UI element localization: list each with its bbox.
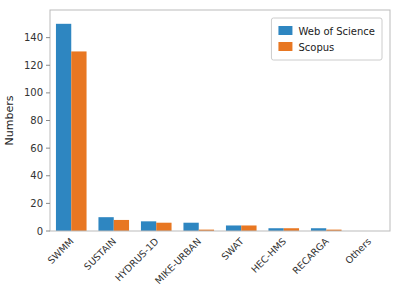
y-tick: [46, 175, 50, 176]
x-tick-label: Others: [343, 236, 373, 266]
y-tick: [46, 37, 50, 38]
bar: [98, 217, 113, 231]
y-tick: [46, 231, 50, 232]
bar: [71, 51, 86, 231]
y-tick-label: 60: [30, 143, 43, 154]
bar: [226, 225, 241, 231]
y-tick: [46, 65, 50, 66]
chart-svg: 020406080100120140NumbersSWMMSUSTAINHYDR…: [0, 0, 400, 295]
x-tick-label: SWAT: [219, 235, 246, 262]
y-tick-label: 100: [24, 87, 43, 98]
plot-frame: [50, 10, 390, 231]
chart-container: 020406080100120140NumbersSWMMSUSTAINHYDR…: [0, 0, 400, 295]
x-tick-label: SUSTAIN: [82, 236, 118, 272]
y-tick-label: 40: [30, 170, 43, 181]
x-tick-label: MIKE-URBAN: [153, 236, 203, 286]
bar: [114, 220, 129, 231]
y-tick-label: 120: [24, 60, 43, 71]
legend-box: [271, 18, 382, 60]
legend-swatch: [278, 42, 292, 51]
bar: [183, 223, 198, 231]
legend: Web of Science Scopus: [271, 18, 382, 60]
y-tick-label: 140: [24, 32, 43, 43]
bar: [141, 221, 156, 231]
bar: [156, 223, 171, 231]
legend-label: Scopus: [298, 42, 334, 53]
x-tick-label: RECARGA: [290, 235, 331, 276]
x-tick-label: SWMM: [45, 236, 75, 266]
y-tick-label: 80: [30, 115, 43, 126]
bar: [241, 225, 256, 231]
y-tick: [46, 120, 50, 121]
bar: [56, 24, 71, 231]
legend-swatch: [278, 26, 292, 35]
y-axis-label: Numbers: [3, 95, 16, 145]
y-tick: [46, 148, 50, 149]
legend-label: Web of Science: [298, 26, 375, 37]
x-tick-label: HEC-HMS: [249, 236, 288, 275]
y-tick: [46, 203, 50, 204]
y-tick-label: 20: [30, 198, 43, 209]
y-tick: [46, 92, 50, 93]
y-tick-label: 0: [37, 226, 43, 237]
